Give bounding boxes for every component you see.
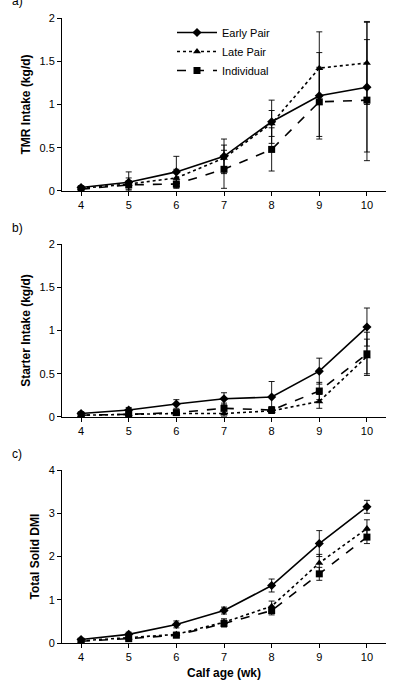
svg-text:0.5: 0.5	[40, 142, 55, 154]
svg-text:6: 6	[173, 199, 179, 211]
svg-text:Individual: Individual	[222, 65, 268, 77]
svg-text:Late Pair: Late Pair	[222, 46, 266, 58]
svg-text:3: 3	[49, 507, 55, 519]
svg-text:7: 7	[221, 651, 227, 663]
svg-text:4: 4	[49, 464, 55, 476]
svg-text:2: 2	[49, 238, 55, 250]
svg-text:1: 1	[49, 98, 55, 110]
svg-text:7: 7	[221, 425, 227, 437]
svg-text:6: 6	[173, 651, 179, 663]
svg-text:2: 2	[49, 12, 55, 24]
svg-text:Calf age (wk): Calf age (wk)	[187, 666, 261, 680]
svg-text:9: 9	[316, 425, 322, 437]
svg-text:7: 7	[221, 199, 227, 211]
svg-text:Early Pair: Early Pair	[222, 27, 270, 39]
svg-text:5: 5	[126, 199, 132, 211]
svg-text:1: 1	[49, 594, 55, 606]
svg-text:8: 8	[269, 199, 275, 211]
svg-text:10: 10	[361, 425, 373, 437]
svg-text:10: 10	[361, 199, 373, 211]
svg-text:Total Solid DMI: Total Solid DMI	[28, 514, 42, 600]
svg-text:9: 9	[316, 199, 322, 211]
svg-text:0: 0	[49, 411, 55, 423]
svg-text:b): b)	[12, 221, 23, 235]
svg-text:5: 5	[126, 651, 132, 663]
svg-text:9: 9	[316, 651, 322, 663]
svg-text:1.5: 1.5	[40, 281, 55, 293]
svg-text:4: 4	[78, 651, 84, 663]
svg-text:2: 2	[49, 550, 55, 562]
svg-text:1.5: 1.5	[40, 55, 55, 67]
svg-text:4: 4	[78, 199, 84, 211]
svg-text:a): a)	[12, 0, 23, 8]
svg-text:0: 0	[49, 637, 55, 649]
svg-text:4: 4	[78, 425, 84, 437]
svg-text:1: 1	[49, 324, 55, 336]
svg-text:5: 5	[126, 425, 132, 437]
svg-text:Starter Intake (kg/d): Starter Intake (kg/d)	[19, 274, 33, 387]
svg-text:c): c)	[12, 447, 22, 461]
svg-text:TMR Intake (kg/d): TMR Intake (kg/d)	[19, 54, 33, 154]
svg-text:0.5: 0.5	[40, 368, 55, 380]
svg-text:6: 6	[173, 425, 179, 437]
svg-text:10: 10	[361, 651, 373, 663]
svg-text:0: 0	[49, 185, 55, 197]
svg-text:8: 8	[269, 651, 275, 663]
svg-text:8: 8	[269, 425, 275, 437]
